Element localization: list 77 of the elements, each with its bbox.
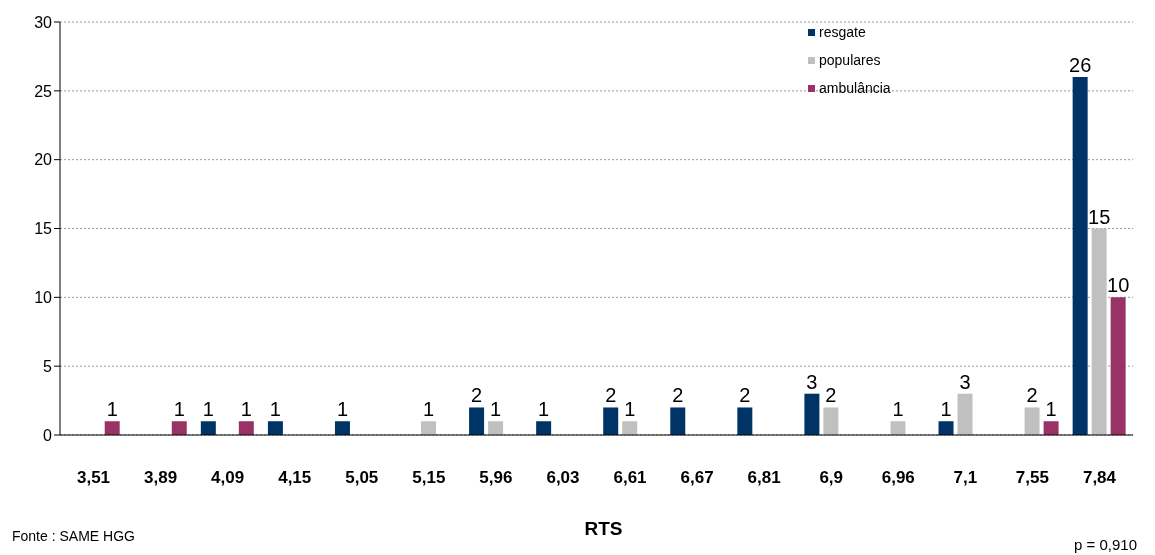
x-tick-label: 6,03 xyxy=(546,468,580,488)
data-label: 2 xyxy=(825,384,837,407)
bar xyxy=(1091,228,1107,435)
data-label: 1 xyxy=(173,398,185,421)
bar xyxy=(823,407,839,435)
data-label: 2 xyxy=(605,384,617,407)
bar xyxy=(1110,297,1126,435)
data-label: 26 xyxy=(1069,54,1092,77)
data-label: 3 xyxy=(959,370,971,393)
data-label: 1 xyxy=(202,398,214,421)
bar xyxy=(804,393,820,435)
bar xyxy=(1043,421,1059,435)
data-label: 3 xyxy=(806,370,818,393)
bar xyxy=(1072,77,1088,435)
bar xyxy=(670,407,686,435)
data-label: 1 xyxy=(490,398,502,421)
legend-label: resgate xyxy=(819,23,866,42)
source-note: Fonte : SAME HGG xyxy=(12,528,135,544)
data-label: 10 xyxy=(1107,274,1130,297)
x-tick-label: 3,89 xyxy=(144,468,178,488)
data-label: 15 xyxy=(1088,205,1111,228)
data-label: 2 xyxy=(672,384,684,407)
bar xyxy=(267,421,283,435)
data-label: 1 xyxy=(1045,398,1057,421)
bar xyxy=(104,421,120,435)
x-tick-label: 7,1 xyxy=(953,468,978,488)
x-tick-label: 5,05 xyxy=(345,468,379,488)
y-tick-label: 5 xyxy=(43,357,53,375)
y-tick-label: 15 xyxy=(34,220,53,238)
data-label: 1 xyxy=(336,398,349,421)
bar xyxy=(421,421,437,435)
data-label: 2 xyxy=(1026,384,1038,407)
data-label: 1 xyxy=(240,398,252,421)
x-tick-label: 6,61 xyxy=(613,468,647,488)
bar xyxy=(737,407,753,435)
y-tick-label: 10 xyxy=(34,289,53,307)
bar xyxy=(238,421,254,435)
bar xyxy=(1024,407,1040,435)
data-label: 1 xyxy=(269,398,281,421)
data-label: 1 xyxy=(624,398,636,421)
data-label: 1 xyxy=(538,398,550,421)
bar xyxy=(334,421,350,435)
bar xyxy=(890,421,906,435)
x-tick-label: 6,9 xyxy=(819,468,844,488)
text: p = 0,910 xyxy=(1074,536,1137,553)
y-tick-label: 0 xyxy=(43,426,53,444)
x-tick-label: 6,96 xyxy=(881,468,915,488)
bar xyxy=(171,421,187,435)
x-tick-label: 3,51 xyxy=(76,468,111,488)
data-label: 1 xyxy=(106,398,118,421)
legend-label: populares xyxy=(819,51,881,70)
x-tick-label: 5,96 xyxy=(479,468,513,488)
bar xyxy=(938,421,954,435)
x-tick-label: 6,81 xyxy=(747,468,781,488)
bar xyxy=(536,421,552,435)
data-label: 2 xyxy=(471,384,483,407)
y-tick-label: 30 xyxy=(34,13,53,31)
x-tick-label: 7,55 xyxy=(1015,468,1049,488)
bar xyxy=(603,407,619,435)
bar xyxy=(957,393,973,435)
bar xyxy=(622,421,638,435)
data-label: 1 xyxy=(940,398,952,421)
x-tick-label: 7,84 xyxy=(1082,468,1117,488)
x-tick-label: 5,15 xyxy=(412,468,446,488)
x-tick-label: 6,67 xyxy=(680,468,714,488)
data-label: 2 xyxy=(739,384,751,407)
x-axis-title: RTS xyxy=(584,518,623,539)
y-tick-label: 20 xyxy=(34,151,53,169)
data-label: 1 xyxy=(892,398,904,421)
y-tick-label: 25 xyxy=(34,82,53,100)
bar xyxy=(200,421,216,435)
data-label: 1 xyxy=(422,398,435,421)
bar xyxy=(469,407,485,435)
bar xyxy=(488,421,504,435)
x-tick-label: 4,15 xyxy=(278,468,312,488)
legend-label: ambulância xyxy=(819,79,891,98)
x-tick-label: 4,09 xyxy=(211,468,245,488)
